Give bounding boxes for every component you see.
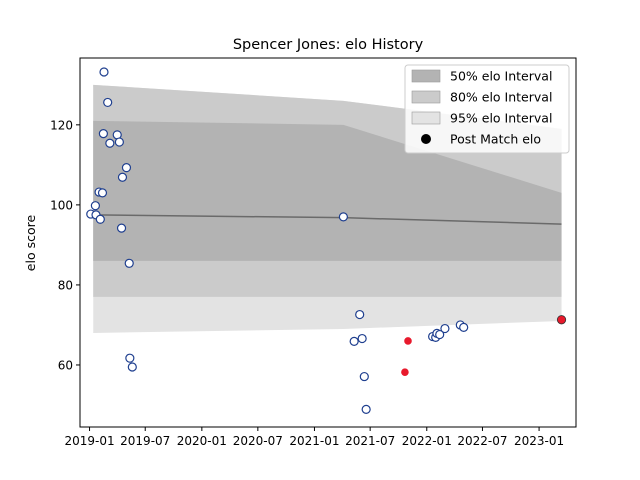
history-point bbox=[459, 322, 469, 332]
history-point bbox=[98, 129, 108, 139]
legend-label: Post Match elo bbox=[450, 132, 541, 147]
history-point bbox=[127, 362, 137, 372]
final-elo-point bbox=[556, 315, 567, 325]
chart-title: Spencer Jones: elo History bbox=[233, 37, 424, 53]
x-tick-label: 2019-07 bbox=[120, 434, 170, 448]
history-point bbox=[114, 137, 124, 147]
y-tick-label: 80 bbox=[58, 278, 73, 292]
history-point bbox=[349, 336, 359, 346]
legend-label: 95% elo Interval bbox=[450, 111, 552, 126]
y-tick-label: 60 bbox=[58, 358, 73, 372]
y-axis-label: elo score bbox=[23, 215, 38, 272]
history-point bbox=[440, 323, 450, 334]
history-point bbox=[359, 371, 369, 382]
history-point bbox=[105, 138, 115, 148]
x-tick-label: 2022-01 bbox=[402, 434, 452, 448]
highlight-point bbox=[400, 367, 410, 377]
legend: 50% elo Interval 80% elo Interval 95% elo … bbox=[404, 64, 570, 154]
legend-swatch-dot bbox=[421, 134, 431, 144]
history-point bbox=[435, 329, 445, 340]
x-tick-label: 2021-07 bbox=[345, 434, 395, 448]
y-tick-label: 100 bbox=[50, 198, 73, 212]
history-point bbox=[103, 97, 113, 108]
history-point bbox=[357, 333, 367, 344]
x-tick-label: 2020-07 bbox=[233, 434, 283, 448]
history-point bbox=[338, 212, 348, 222]
x-axis: 2019-01 2019-07 2020-01 2020-07 2021-01 2021-… bbox=[64, 427, 564, 448]
history-point bbox=[117, 172, 128, 182]
history-point bbox=[90, 201, 100, 211]
history-point bbox=[97, 188, 108, 198]
legend-box bbox=[404, 64, 570, 154]
history-point bbox=[99, 67, 109, 77]
legend-swatch-band50 bbox=[411, 69, 441, 83]
legend-swatch-band80 bbox=[411, 90, 441, 104]
x-tick-label: 2022-07 bbox=[457, 434, 507, 448]
highlight-point bbox=[403, 336, 413, 346]
legend-label: 50% elo Interval bbox=[450, 69, 552, 84]
history-point bbox=[121, 163, 132, 173]
y-tick-label: 120 bbox=[50, 118, 73, 132]
y-axis: 60 80 100 120 bbox=[50, 118, 80, 372]
axes-frame bbox=[79, 57, 577, 428]
x-tick-label: 2023-01 bbox=[514, 434, 564, 448]
history-point bbox=[361, 404, 371, 414]
history-point bbox=[116, 223, 127, 233]
x-tick-label: 2021-01 bbox=[289, 434, 339, 448]
history-point bbox=[124, 258, 134, 268]
history-point bbox=[125, 353, 135, 363]
legend-swatch-band95 bbox=[411, 111, 441, 125]
x-tick-label: 2019-01 bbox=[64, 434, 114, 448]
x-tick-label: 2020-01 bbox=[177, 434, 227, 448]
legend-label: 80% elo Interval bbox=[450, 90, 552, 105]
elo-band-50 bbox=[93, 120, 562, 261]
history-point bbox=[95, 214, 105, 224]
history-point bbox=[355, 309, 365, 320]
